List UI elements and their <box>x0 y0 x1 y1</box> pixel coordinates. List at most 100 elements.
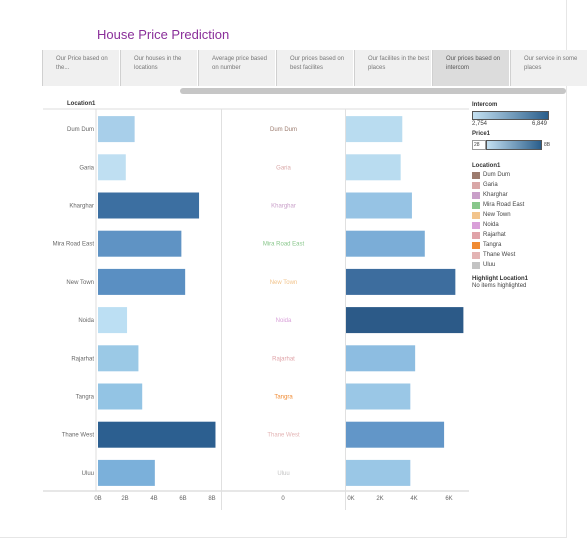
middle-axis-tick: 0 <box>281 496 285 502</box>
intercom-axis-tick: 4K <box>410 496 417 502</box>
intercom-bar <box>346 307 464 334</box>
tab-houses-locations[interactable]: Our houses in the locations <box>120 50 197 86</box>
location-legend-item[interactable]: Dum Dum <box>472 170 562 180</box>
price-axis-tick: 6B <box>179 496 186 502</box>
dashboard-title: House Price Prediction <box>97 27 230 42</box>
intercom-min-label: 2,754 <box>472 121 488 127</box>
location-legend-item[interactable]: Rajarhat <box>472 230 562 240</box>
intercom-bar <box>346 421 445 448</box>
location-legend-item[interactable]: Thane West <box>472 250 562 260</box>
story-tabs: Our Price based on the... Our houses in … <box>42 50 587 87</box>
price-min-box: 28 <box>472 140 486 150</box>
price-bar <box>98 154 126 181</box>
price-color-scale <box>486 140 542 150</box>
location-mark-label: Garia <box>276 165 291 171</box>
legend-highlight-title: Highlight Location1 <box>472 276 528 282</box>
location-legend-item[interactable]: Uluu <box>472 260 562 270</box>
price-bar <box>98 383 143 410</box>
price-bar <box>98 116 135 143</box>
legend-item-label: New Town <box>483 212 511 218</box>
price-bar <box>98 230 182 257</box>
legend-intercom-title: Intercom <box>472 102 498 108</box>
location-mark-label: Mira Road East <box>263 242 305 248</box>
tabs-scrollbar[interactable] <box>180 88 566 94</box>
intercom-axis-tick: 0K <box>347 496 354 502</box>
location-legend-list: Dum Dum Garia Kharghar Mira Road East New To… <box>472 170 562 270</box>
location-mark-label: Dum Dum <box>270 127 297 133</box>
intercom-bar <box>346 459 411 486</box>
location-mark-label: Noida <box>276 318 292 324</box>
intercom-axis-tick: 2K <box>376 496 383 502</box>
row-label: Garia <box>79 165 94 171</box>
legend-swatch <box>472 211 480 219</box>
legend-item-label: Garia <box>483 182 498 188</box>
legend-item-label: Mira Road East <box>483 202 525 208</box>
row-label: Thane West <box>62 433 95 439</box>
tab-facilites-places[interactable]: Our facilites in the best places <box>354 50 431 86</box>
row-label: Uluu <box>82 471 94 477</box>
legend-swatch <box>472 181 480 189</box>
price-axis-tick: 8B <box>208 496 215 502</box>
legend-item-label: Kharghar <box>483 192 508 198</box>
row-label: Rajarhat <box>71 356 94 362</box>
legend-panel: Intercom 2,754 6,849 Price1 28 8B Locati… <box>472 102 562 289</box>
legend-item-label: Uluu <box>483 262 496 268</box>
price-max-label: 8B <box>544 142 551 148</box>
location-legend-item[interactable]: New Town <box>472 210 562 220</box>
price-axis-tick: 0B <box>94 496 101 502</box>
legend-price-title: Price1 <box>472 131 491 137</box>
price-bar <box>98 307 128 334</box>
intercom-bar <box>346 345 416 372</box>
price-axis-tick: 2B <box>121 496 128 502</box>
legend-item-label: Rajarhat <box>483 232 506 238</box>
row-label: New Town <box>66 280 94 286</box>
location-legend-item[interactable]: Garia <box>472 180 562 190</box>
intercom-color-scale <box>472 111 549 120</box>
tab-prices-facilites[interactable]: Our prices based on best facilites <box>276 50 353 86</box>
tab-price-based[interactable]: Our Price based on the... <box>42 50 119 86</box>
legend-swatch <box>472 251 480 259</box>
row-header-location: Location1 <box>67 101 96 107</box>
legend-location-title: Location1 <box>472 163 501 169</box>
intercom-bar <box>346 116 403 143</box>
tab-service-places[interactable]: Our service in some places <box>510 50 587 86</box>
legend-swatch <box>472 231 480 239</box>
price-bar <box>98 459 155 486</box>
price-bar <box>98 192 200 219</box>
legend-swatch <box>472 201 480 209</box>
row-label: Noida <box>78 318 94 324</box>
location-legend-item[interactable]: Kharghar <box>472 190 562 200</box>
row-label: Tangra <box>76 395 95 401</box>
legend-item-label: Noida <box>483 222 499 228</box>
row-label: Mira Road East <box>53 242 95 248</box>
tab-average-price[interactable]: Average price based on number <box>198 50 275 86</box>
location-legend-item[interactable]: Noida <box>472 220 562 230</box>
legend-swatch <box>472 261 480 269</box>
legend-swatch <box>472 171 480 179</box>
location-legend-item[interactable]: Mira Road East <box>472 200 562 210</box>
legend-item-label: Dum Dum <box>483 172 511 178</box>
intercom-bar <box>346 230 425 257</box>
intercom-max-label: 6,849 <box>531 121 547 127</box>
intercom-axis-tick: 6K <box>445 496 452 502</box>
price-bar <box>98 421 216 448</box>
price-bar <box>98 345 139 372</box>
price-bar <box>98 268 186 295</box>
tab-prices-intercom[interactable]: Our prices based on intercom <box>432 50 509 86</box>
intercom-bar <box>346 192 412 219</box>
row-label: Kharghar <box>69 204 94 210</box>
location-legend-item[interactable]: Tangra <box>472 240 562 250</box>
location-mark-label: New Town <box>270 280 298 286</box>
price-size-scale: 28 8B <box>472 140 562 150</box>
location-mark-label: Uluu <box>277 471 289 477</box>
legend-item-label: Tangra <box>483 242 502 248</box>
location-mark-label: Kharghar <box>271 204 296 210</box>
intercom-bar <box>346 268 456 295</box>
highlight-empty-text: No items highlighted <box>472 283 527 289</box>
intercom-bar <box>346 383 411 410</box>
location-mark-label: Tangra <box>274 395 293 401</box>
legend-swatch <box>472 241 480 249</box>
legend-item-label: Thane West <box>483 252 516 258</box>
legend-swatch <box>472 191 480 199</box>
